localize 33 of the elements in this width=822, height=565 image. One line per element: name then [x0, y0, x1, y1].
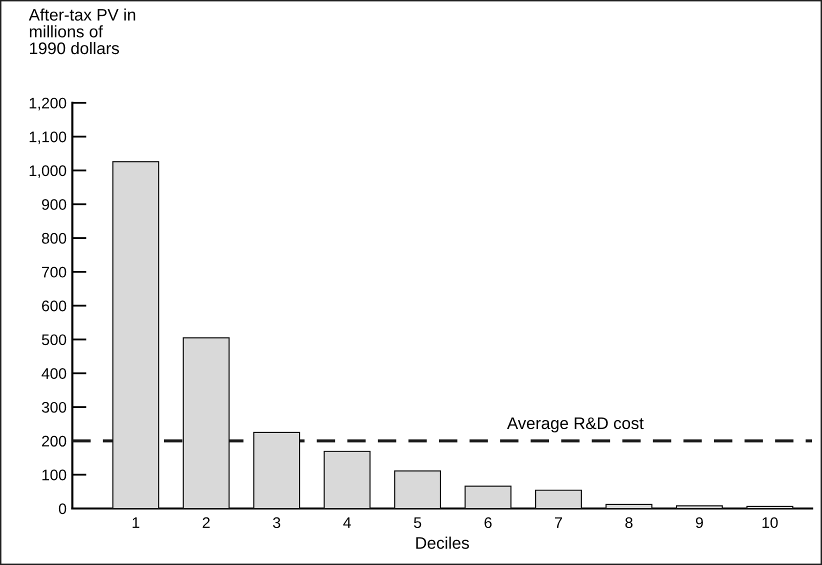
y-tick-label: 1,200 [30, 98, 66, 110]
bar [535, 490, 582, 510]
x-tick-label: 1 [132, 517, 140, 528]
bar [605, 504, 652, 510]
y-tick-label: 500 [42, 334, 66, 346]
x-tick-label: 2 [202, 517, 210, 528]
y-tick-label: 300 [42, 402, 66, 413]
x-tick-label: 4 [343, 517, 351, 528]
x-tick-label: 5 [414, 517, 422, 528]
x-tick-label: 7 [555, 517, 562, 528]
x-tick-label: 6 [484, 517, 492, 528]
y-tick-label: 100 [42, 470, 66, 480]
y-tick-label: 800 [42, 232, 66, 244]
bar [746, 506, 794, 510]
x-tick-label: 3 [272, 517, 280, 528]
y-axis-title: After-tax PV in millions of 1990 dollars [28, 8, 136, 54]
y-tick-label: 600 [42, 300, 66, 312]
x-tick-label: 10 [762, 517, 778, 528]
y-tick-label: 400 [42, 368, 66, 379]
y-tick-label: 1,100 [30, 132, 66, 144]
ref-line-label: Average R&D cost [507, 417, 644, 432]
bar [324, 450, 371, 510]
x-tick-label: 8 [625, 517, 633, 528]
y-tick-label: 0 [58, 503, 66, 514]
bar [394, 470, 442, 510]
y-tick-label: 700 [42, 266, 66, 278]
x-axis-title: Deciles [416, 536, 469, 549]
y-tick-label: 200 [42, 436, 66, 447]
y-tick-label: 900 [42, 199, 66, 210]
bar [676, 505, 723, 510]
y-tick-label: 1,000 [30, 165, 66, 178]
x-tick-label: 9 [696, 517, 703, 528]
bar [464, 486, 512, 510]
